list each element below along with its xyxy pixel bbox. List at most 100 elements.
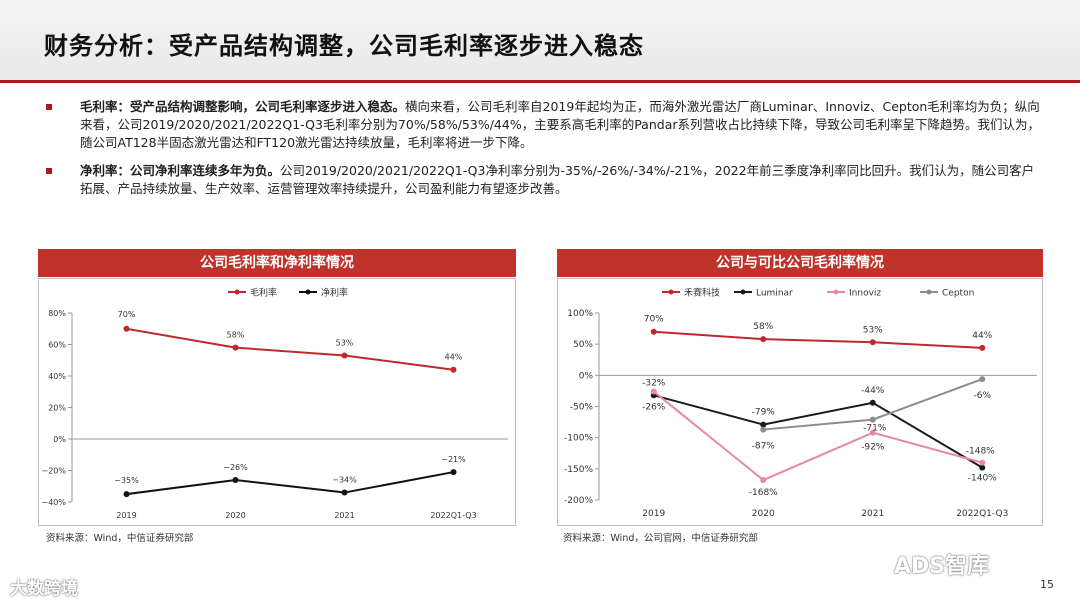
y-tick-label: 40% <box>48 372 66 381</box>
y-tick-label: -200% <box>564 496 593 506</box>
data-point <box>979 459 986 466</box>
series-line-0 <box>653 330 983 349</box>
chart-frame <box>557 278 1043 526</box>
legend-label: 净利率 <box>321 287 348 299</box>
data-point <box>760 426 767 433</box>
series-line-1 <box>653 394 983 469</box>
data-label: -71% <box>863 424 887 434</box>
y-tick-label: 100% <box>567 309 593 319</box>
legend-marker <box>926 289 932 295</box>
data-label: −26% <box>223 463 248 472</box>
x-tick-label: 2020 <box>225 511 245 520</box>
chart-2-title: 公司与可比公司毛利率情况 <box>557 249 1043 277</box>
data-label: -168% <box>749 488 778 498</box>
data-label: 44% <box>972 331 992 341</box>
data-label: -140% <box>968 474 997 484</box>
data-point <box>232 476 239 483</box>
x-tick-label: 2019 <box>116 511 136 520</box>
data-point <box>760 477 767 484</box>
watermark-right: ADS智库 <box>894 554 990 579</box>
legend-marker <box>740 289 746 295</box>
y-tick-label: −20% <box>42 467 67 476</box>
chart-1-title: 公司毛利率和净利率情况 <box>38 249 516 277</box>
data-label: -87% <box>752 442 776 452</box>
chart-peer-gross-margin: 100% 50% 0% -50% -100% -150% -200% 2019 2020 2021… <box>557 278 1043 526</box>
watermark-left: 大数跨境 <box>10 579 78 599</box>
data-label: 53% <box>863 325 883 335</box>
legend-label: 禾赛科技 <box>684 287 720 299</box>
y-tick-label: −40% <box>42 498 67 507</box>
chart-margin-net: 80% 60% 40% 20% 0% −20% −40% 2019 2020 2021 2022Q1… <box>38 278 516 526</box>
x-tick-label: 2019 <box>642 509 665 519</box>
legend-label: 毛利率 <box>250 287 277 299</box>
y-tick-label: 0% <box>579 371 594 381</box>
data-point <box>979 376 986 383</box>
y-tick-label: 80% <box>48 309 66 318</box>
data-point <box>123 491 130 498</box>
bullet-heading: 毛利率：受产品结构调整影响，公司毛利率逐步进入稳态。 <box>80 99 406 114</box>
bullet-marker <box>46 104 52 110</box>
bullet-marker <box>46 168 52 174</box>
data-point <box>232 344 239 351</box>
legend-label: Innoviz <box>849 289 881 299</box>
bullet-net-margin: 净利率：公司净利率连续多年为负。公司2019/2020/2021/2022Q1-… <box>46 162 1046 198</box>
data-point <box>979 344 986 351</box>
data-point <box>650 388 657 395</box>
title-bar: 财务分析：受产品结构调整，公司毛利率逐步进入稳态 <box>0 0 1080 83</box>
y-tick-label: -150% <box>564 465 593 475</box>
x-tick-label: 2021 <box>334 511 354 520</box>
data-label: −21% <box>441 455 466 464</box>
data-point <box>869 339 876 346</box>
data-point <box>650 328 657 335</box>
data-label: −34% <box>332 476 357 485</box>
data-point <box>869 399 876 406</box>
y-tick-label: 0% <box>53 435 66 444</box>
data-point <box>979 464 986 471</box>
chart-frame <box>38 278 516 526</box>
data-point <box>450 469 457 476</box>
y-tick-label: 50% <box>573 340 593 350</box>
chart-1-source: 资料来源：Wind，中信证券研究部 <box>46 533 194 544</box>
legend-marker <box>668 289 674 295</box>
y-tick-label: 60% <box>48 341 66 350</box>
legend-marker <box>234 289 240 295</box>
data-point <box>123 325 130 332</box>
data-label: -148% <box>966 447 995 457</box>
bullet-heading: 净利率：公司净利率连续多年为负。 <box>80 163 281 178</box>
data-label: -6% <box>973 391 991 401</box>
y-tick-label: -100% <box>564 434 593 444</box>
series-line-2 <box>653 390 983 482</box>
data-point <box>869 416 876 423</box>
data-point <box>450 366 457 373</box>
y-tick-label: 20% <box>48 404 66 413</box>
y-tick-label: -50% <box>570 403 594 413</box>
data-label: 53% <box>336 339 354 348</box>
x-tick-label: 2022Q1-Q3 <box>956 509 1008 519</box>
data-point <box>869 429 876 436</box>
legend-label: Cepton <box>942 289 974 299</box>
x-tick-label: 2020 <box>752 509 775 519</box>
data-label: 70% <box>644 315 664 325</box>
series-line-1 <box>126 471 454 496</box>
data-label: 44% <box>445 353 463 362</box>
data-label: 70% <box>118 310 136 319</box>
data-point <box>760 421 767 428</box>
page-number: 15 <box>1040 578 1054 591</box>
legend-label: Luminar <box>756 289 793 299</box>
data-point <box>341 489 348 496</box>
legend-marker <box>305 289 311 295</box>
bullet-text: 横向来看，公司毛利率自2019年起均为正，而海外激光雷达厂商Luminar、In… <box>80 99 1040 150</box>
legend-marker <box>833 289 839 295</box>
data-label: -44% <box>861 386 885 396</box>
data-label: −35% <box>114 476 139 485</box>
data-label: 58% <box>753 322 773 332</box>
x-tick-label: 2022Q1-Q3 <box>430 511 476 520</box>
bullet-gross-margin: 毛利率：受产品结构调整影响，公司毛利率逐步进入稳态。横向来看，公司毛利率自201… <box>46 98 1046 152</box>
data-label: -79% <box>752 408 776 418</box>
data-label: -92% <box>861 443 885 453</box>
data-label: 58% <box>227 331 245 340</box>
bullet-list: 毛利率：受产品结构调整影响，公司毛利率逐步进入稳态。横向来看，公司毛利率自201… <box>46 98 1046 208</box>
x-tick-label: 2021 <box>861 509 884 519</box>
data-point <box>341 352 348 359</box>
data-label: -26% <box>642 403 666 413</box>
